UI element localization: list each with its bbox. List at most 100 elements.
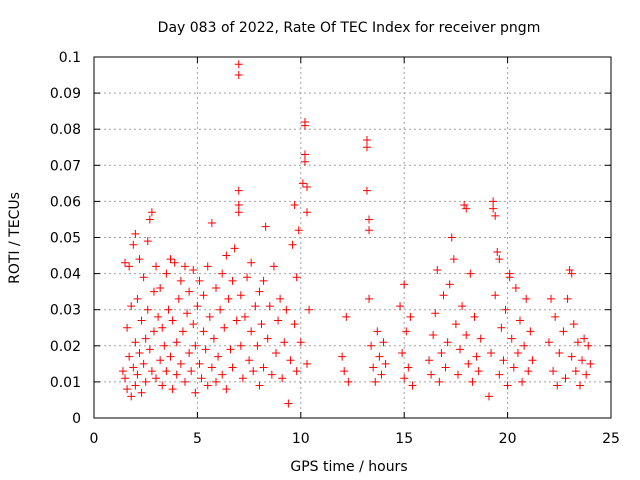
data-point xyxy=(131,381,140,390)
data-point xyxy=(300,121,309,130)
data-point xyxy=(427,370,436,379)
data-point xyxy=(137,388,146,397)
data-point xyxy=(518,377,527,386)
data-point xyxy=(290,201,299,210)
data-point xyxy=(251,302,260,311)
data-point xyxy=(205,312,214,321)
data-point xyxy=(168,385,177,394)
data-point xyxy=(127,392,136,401)
data-point xyxy=(232,316,241,325)
data-point xyxy=(267,370,276,379)
data-point xyxy=(400,374,409,383)
data-point xyxy=(245,356,254,365)
data-point xyxy=(195,276,204,285)
data-point xyxy=(164,305,173,314)
y-tick-label: 0.05 xyxy=(50,231,81,247)
data-point xyxy=(214,352,223,361)
chart-title: Day 083 of 2022, Rate Of TEC Index for r… xyxy=(158,20,541,36)
data-point xyxy=(189,320,198,329)
data-point xyxy=(199,327,208,336)
data-point xyxy=(131,229,140,238)
data-point xyxy=(547,294,556,303)
x-tick-label: 15 xyxy=(395,431,413,447)
data-point xyxy=(292,273,301,282)
data-point xyxy=(149,327,158,336)
y-tick-labels: 0 0.01 0.02 0.03 0.04 0.05 0.06 0.07 0.08 0.09 0.1 xyxy=(50,50,81,427)
data-point xyxy=(166,255,175,264)
data-point xyxy=(371,377,380,386)
data-point xyxy=(474,367,483,376)
data-point xyxy=(255,287,264,296)
data-point xyxy=(152,374,161,383)
x-tick-label: 0 xyxy=(90,431,99,447)
x-tick-label: 5 xyxy=(193,431,202,447)
data-point xyxy=(464,359,473,368)
data-point xyxy=(373,327,382,336)
data-point xyxy=(362,143,371,152)
data-point xyxy=(276,294,285,303)
data-point xyxy=(484,392,493,401)
data-point xyxy=(247,258,256,267)
data-point xyxy=(522,294,531,303)
data-point xyxy=(156,356,165,365)
data-point xyxy=(503,381,512,390)
data-point xyxy=(216,305,225,314)
data-point xyxy=(365,215,374,224)
data-point xyxy=(451,320,460,329)
data-point xyxy=(212,284,221,293)
data-point xyxy=(344,377,353,386)
data-point xyxy=(528,356,537,365)
data-point xyxy=(305,305,314,314)
data-point xyxy=(544,338,553,347)
data-point xyxy=(431,309,440,318)
data-point xyxy=(342,312,351,321)
data-point xyxy=(234,186,243,195)
data-point xyxy=(375,352,384,361)
y-tick-label: 0.09 xyxy=(50,86,81,102)
data-point xyxy=(185,287,194,296)
data-point xyxy=(201,345,210,354)
data-point xyxy=(466,269,475,278)
data-point xyxy=(284,399,293,408)
data-point xyxy=(499,356,508,365)
data-point xyxy=(437,349,446,358)
data-point xyxy=(172,338,181,347)
data-point xyxy=(162,367,171,376)
data-point xyxy=(147,367,156,376)
data-point xyxy=(207,219,216,228)
data-point xyxy=(209,334,218,343)
data-point xyxy=(189,265,198,274)
data-point xyxy=(222,251,231,260)
x-axis-label: GPS time / hours xyxy=(290,459,407,475)
data-point xyxy=(269,262,278,271)
data-point xyxy=(236,341,245,350)
data-point xyxy=(222,385,231,394)
data-point xyxy=(133,294,142,303)
data-point xyxy=(263,334,272,343)
y-tick-label: 0.06 xyxy=(50,194,81,210)
data-point xyxy=(491,211,500,220)
data-point xyxy=(145,345,154,354)
x-tick-label: 20 xyxy=(499,431,517,447)
data-point xyxy=(180,262,189,271)
data-point xyxy=(156,284,165,293)
data-point xyxy=(559,327,568,336)
data-point xyxy=(234,71,243,80)
data-point xyxy=(261,222,270,231)
data-point xyxy=(300,157,309,166)
data-point xyxy=(123,323,132,332)
data-point xyxy=(131,338,140,347)
data-point xyxy=(303,182,312,191)
data-point xyxy=(280,338,289,347)
data-point xyxy=(143,237,152,246)
data-point xyxy=(569,320,578,329)
data-point xyxy=(513,349,522,358)
data-point xyxy=(453,370,462,379)
data-point xyxy=(573,338,582,347)
data-point xyxy=(282,305,291,314)
data-point xyxy=(402,327,411,336)
y-axis-label: ROTI / TECUs xyxy=(7,192,23,284)
data-point xyxy=(565,265,574,274)
data-point xyxy=(224,294,233,303)
data-point xyxy=(185,349,194,358)
